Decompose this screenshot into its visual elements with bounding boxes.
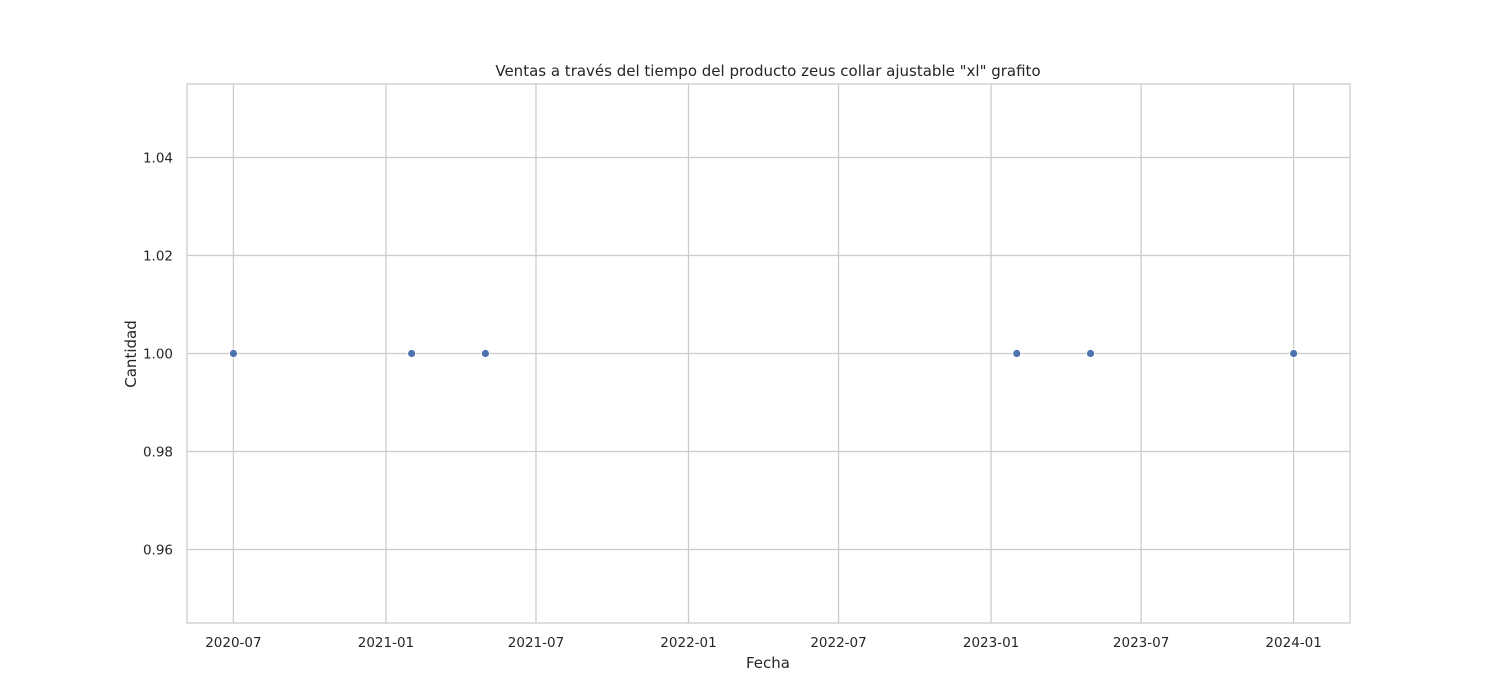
x-tick-label: 2020-07 [205,635,261,651]
grid-lines [187,84,1350,623]
data-point [1086,349,1095,358]
x-axis-label: Fecha [746,654,790,672]
y-tick-label: 1.00 [143,347,173,363]
scatter-points [229,349,1299,358]
x-tick-label: 2021-07 [508,635,564,651]
x-tick-label: 2024-01 [1265,635,1321,651]
x-tick-label: 2022-01 [660,635,716,651]
x-tick-label: 2023-01 [963,635,1019,651]
chart-title: Ventas a través del tiempo del producto … [495,62,1040,80]
y-tick-label: 1.04 [143,151,173,167]
x-tick-label: 2023-07 [1113,635,1169,651]
data-point [1289,349,1299,358]
x-tick-label: 2021-01 [358,635,414,651]
y-tick-label: 1.02 [143,249,173,265]
data-point [1012,349,1022,358]
y-axis-ticks: 0.96 0.98 1.00 1.02 1.04 [143,151,173,559]
y-axis-label: Cantidad [122,320,140,387]
x-axis-ticks: 2020-07 2021-01 2021-07 2022-01 2022-07 2023-… [205,635,1322,651]
data-point [481,349,490,358]
x-tick-label: 2022-07 [810,635,866,651]
y-tick-label: 0.98 [143,445,173,461]
data-point [407,349,417,358]
data-point [229,349,238,358]
plot-area-frame [186,83,1351,624]
y-tick-label: 0.96 [143,543,173,559]
